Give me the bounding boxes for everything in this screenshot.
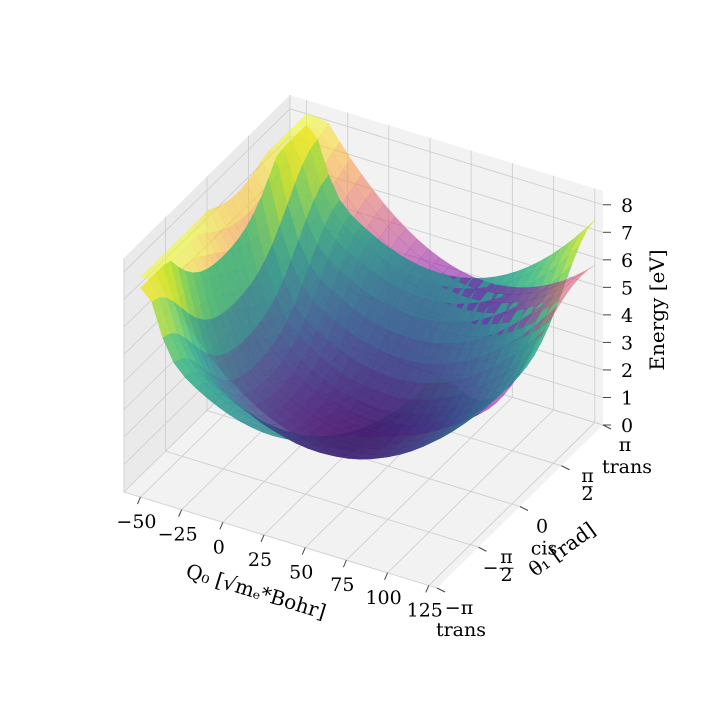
x-tick-label: 75 bbox=[330, 574, 354, 596]
y-tick-sublabel: cis bbox=[531, 538, 557, 560]
z-tick-label: 5 bbox=[621, 277, 633, 299]
surface-patch-viridis bbox=[409, 264, 429, 280]
y-tick-mark bbox=[478, 546, 487, 552]
surface-patch-plasma bbox=[409, 238, 429, 258]
z-tick-label: 4 bbox=[621, 305, 633, 327]
surface-patch-plasma bbox=[376, 203, 396, 227]
x-tick-label: 100 bbox=[365, 587, 401, 609]
grid-line-z bbox=[123, 108, 604, 273]
surface-patch-plasma bbox=[575, 265, 595, 278]
x-tick-mark bbox=[301, 547, 306, 555]
x-tick-label: 25 bbox=[248, 549, 272, 571]
z-tick-label: 8 bbox=[621, 195, 633, 217]
z-tick-label: 3 bbox=[621, 332, 633, 354]
y-tick-label: −π bbox=[445, 597, 473, 619]
x-tick-mark bbox=[384, 572, 389, 581]
x-tick-label: −50 bbox=[116, 511, 156, 533]
y-tick-frac-den: 2 bbox=[500, 564, 512, 586]
surface-patch-viridis bbox=[387, 251, 407, 270]
x-tick-label: −25 bbox=[158, 524, 198, 546]
y-tick-frac-sign: − bbox=[483, 557, 499, 579]
y-tick-mark bbox=[436, 587, 446, 593]
z-tick-label: 7 bbox=[621, 222, 633, 244]
x-tick-label: 125 bbox=[407, 599, 443, 621]
surface-patch-plasma bbox=[309, 116, 329, 135]
y-tick-frac-num: π bbox=[500, 546, 513, 568]
surface-patch-plasma bbox=[431, 257, 451, 274]
surface-patch-viridis bbox=[309, 138, 329, 186]
y-tick-sublabel: trans bbox=[436, 619, 486, 641]
surface-patch-viridis bbox=[497, 270, 518, 285]
surface-patch-plasma bbox=[354, 174, 374, 201]
surface-patch-plasma bbox=[486, 284, 507, 294]
x-tick-mark bbox=[219, 522, 224, 530]
y-tick-label: π bbox=[619, 434, 632, 456]
x-tick-label: 50 bbox=[289, 562, 313, 584]
surface-patch-viridis bbox=[542, 247, 562, 266]
y-tick-frac-den: 2 bbox=[581, 483, 593, 505]
z-axis: 0 1 2 3 4 5 6 7 8 bbox=[603, 195, 633, 437]
x-tick-mark bbox=[178, 509, 183, 517]
x-tick-label: 0 bbox=[213, 536, 225, 558]
y-tick-label: π2− bbox=[483, 546, 514, 586]
surfaces bbox=[140, 113, 595, 460]
z-tick-label: 6 bbox=[621, 250, 633, 272]
z-axis-label: Energy [eV] bbox=[645, 249, 669, 370]
surface-patch-plasma bbox=[387, 216, 407, 238]
z-tick-label: 2 bbox=[621, 360, 633, 382]
z-tick-label: 1 bbox=[621, 387, 633, 409]
y-tick-frac-num: π bbox=[581, 465, 594, 487]
surface-patch-plasma bbox=[365, 189, 385, 214]
y-tick-label: 0 bbox=[536, 516, 548, 538]
y-tick-mark bbox=[519, 506, 529, 511]
x-tick-mark bbox=[425, 585, 430, 593]
x-tick-mark bbox=[137, 496, 141, 505]
surface-patch-plasma bbox=[564, 271, 584, 283]
y-tick-sublabel: trans bbox=[602, 456, 652, 478]
y-tick-label: π2 bbox=[581, 465, 594, 505]
surface-patch-plasma bbox=[542, 281, 562, 291]
y-tick-mark bbox=[602, 424, 612, 430]
x-axis: −50−25 0 25 50 75 100 125 bbox=[116, 496, 443, 621]
surface-patch-viridis bbox=[575, 219, 595, 241]
x-tick-mark bbox=[342, 560, 347, 568]
z-tick-label: 0 bbox=[621, 415, 633, 437]
surface-patch-plasma bbox=[298, 113, 318, 125]
x-tick-mark bbox=[260, 534, 265, 543]
y-tick-mark bbox=[561, 465, 570, 471]
surface-patch-viridis bbox=[298, 124, 318, 150]
surface-patch-viridis bbox=[376, 243, 396, 263]
